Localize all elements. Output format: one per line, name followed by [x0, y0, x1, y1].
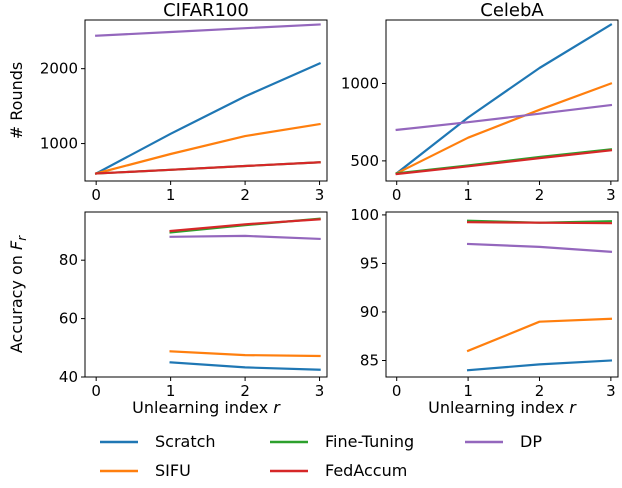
chart-panel-2: 0 1 2 3 500 1000 CelebA — [341, 0, 619, 204]
chart-panel-4: 0 1 2 3 85 90 95 100 Unlearning index r — [350, 206, 619, 417]
chart-title: CelebA — [480, 0, 544, 21]
series-line-scratch — [466, 359, 613, 372]
y-tick-label: 1000 — [341, 74, 379, 92]
x-tick-label: 0 — [91, 186, 101, 204]
legend-item-fine-tuning: Fine-Tuning — [270, 432, 414, 451]
series-line-dp — [95, 23, 321, 37]
x-tick-label: 1 — [463, 186, 473, 204]
y-tick-label: 1000 — [40, 135, 78, 153]
series-line-scratch — [169, 361, 321, 371]
legend-label: FedAccum — [325, 461, 407, 480]
legend-label: Scratch — [155, 432, 216, 451]
legend-item-sifu: SIFU — [100, 461, 191, 480]
x-tick-label: 3 — [606, 382, 616, 400]
axes-frame — [385, 19, 619, 182]
legend-item-dp: DP — [465, 432, 542, 451]
x-tick-label: 0 — [392, 186, 402, 204]
y-tick-label: 80 — [59, 251, 78, 269]
y-tick-label: 40 — [59, 368, 78, 386]
x-tick-label: 0 — [91, 382, 101, 400]
y-tick-label: 500 — [350, 152, 379, 170]
series-line-sifu — [466, 317, 613, 353]
y-axis-label: Accuracy on Fr — [7, 235, 29, 353]
x-tick-label: 1 — [463, 382, 473, 400]
chart-title: CIFAR100 — [163, 0, 249, 21]
legend-label: DP — [520, 432, 542, 451]
x-axis-label: Unlearning index r — [132, 398, 281, 417]
x-tick-label: 1 — [166, 382, 176, 400]
legend: Scratch SIFU Fine-Tuning FedAccum DP — [100, 432, 542, 480]
chart-panel-1: 0 1 2 3 1000 2000 CIFAR100 # Rounds — [7, 0, 328, 204]
series-line-sifu — [169, 350, 321, 358]
x-tick-label: 3 — [315, 382, 325, 400]
y-tick-label: 90 — [360, 303, 379, 321]
series-line-fedaccum — [395, 149, 613, 176]
series-line-fedaccum — [95, 161, 321, 175]
y-axis-label: # Rounds — [7, 62, 26, 139]
series-line-fedaccum — [169, 218, 321, 233]
y-tick-label: 60 — [59, 310, 78, 328]
y-tick-label: 85 — [360, 352, 379, 370]
x-axis-label: Unlearning index r — [428, 398, 577, 417]
x-tick-label: 2 — [240, 186, 250, 204]
series-line-sifu — [94, 122, 321, 175]
x-tick-label: 2 — [535, 382, 545, 400]
x-tick-label: 2 — [535, 186, 545, 204]
y-tick-label: 2000 — [40, 60, 78, 78]
series-line-fedaccum — [466, 221, 613, 225]
x-tick-label: 2 — [240, 382, 250, 400]
y-tick-label: 95 — [360, 254, 379, 272]
x-tick-label: 0 — [392, 382, 402, 400]
axes-frame — [84, 211, 328, 378]
series-line-sifu — [395, 82, 613, 175]
axes-frame — [385, 211, 619, 378]
series-line-scratch — [94, 61, 322, 175]
x-tick-label: 1 — [166, 186, 176, 204]
series-line-scratch — [395, 23, 613, 175]
x-tick-label: 3 — [315, 186, 325, 204]
legend-label: Fine-Tuning — [325, 432, 414, 451]
series-line-dp — [169, 234, 321, 241]
legend-item-scratch: Scratch — [100, 432, 216, 451]
x-tick-label: 3 — [606, 186, 616, 204]
series-line-dp — [395, 103, 613, 132]
y-tick-label: 100 — [350, 206, 379, 224]
chart-panel-3: 0 1 2 3 40 60 80 Unlearning index r Accuracy on … — [7, 211, 328, 417]
series-line-dp — [466, 242, 613, 253]
axes-frame — [84, 19, 328, 182]
legend-label: SIFU — [155, 461, 191, 480]
legend-item-fedaccum: FedAccum — [270, 461, 407, 480]
